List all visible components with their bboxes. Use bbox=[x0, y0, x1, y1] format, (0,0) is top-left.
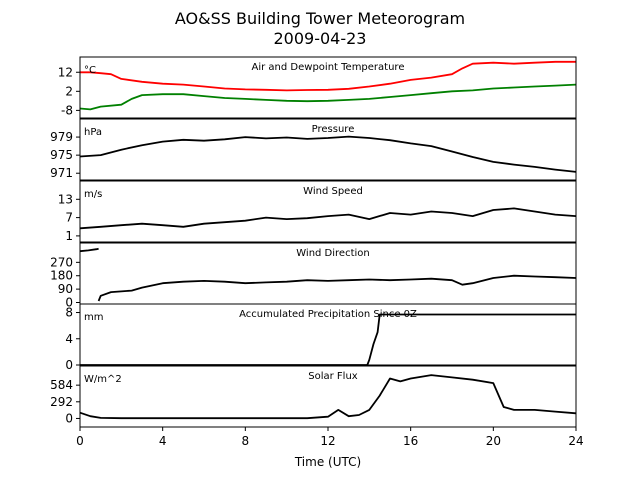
series-line-1-1 bbox=[80, 60, 576, 92]
y-tick-label: 971 bbox=[50, 166, 73, 180]
y-tick-label: 180 bbox=[50, 269, 73, 283]
y-tick-label: 4 bbox=[65, 332, 73, 346]
panel-unit: °C bbox=[84, 65, 96, 76]
panel-title: Air and Dewpoint Temperature bbox=[252, 62, 405, 73]
y-tick-label: 0 bbox=[65, 296, 73, 310]
panel-2: 979 975 971 Pressure hPa bbox=[50, 118, 577, 181]
x-tick-label: 0 bbox=[76, 434, 84, 448]
y-tick-label: 0 bbox=[65, 358, 73, 372]
panel-1: 12 2 -8 Air and Dewpoint Temperature °C bbox=[58, 56, 577, 119]
panel-title: Accumulated Precipitation Since 0Z bbox=[239, 309, 417, 320]
panel-title: Pressure bbox=[312, 124, 355, 135]
y-tick-label: 12 bbox=[58, 65, 73, 79]
y-tick-label: 584 bbox=[50, 378, 73, 392]
y-tick-label: 7 bbox=[65, 211, 73, 225]
y-tick-label: 1 bbox=[65, 229, 73, 243]
x-tick-label: 16 bbox=[403, 434, 418, 448]
x-tick-label: 12 bbox=[320, 434, 335, 448]
panel-title: Wind Direction bbox=[296, 248, 370, 259]
panel-title: Wind Speed bbox=[303, 186, 363, 197]
x-tick-label: 4 bbox=[159, 434, 167, 448]
chart-title: AO&SS Building Tower Meteorogram bbox=[175, 9, 465, 28]
series-line-1-2 bbox=[79, 83, 577, 111]
x-tick-label: 20 bbox=[486, 434, 501, 448]
panel-frame bbox=[79, 180, 577, 243]
panel-unit: m/s bbox=[84, 189, 102, 200]
x-axis-label: Time (UTC) bbox=[294, 455, 361, 469]
panel-3: 13 7 1 Wind Speed m/s bbox=[58, 180, 577, 243]
panel-frame bbox=[79, 303, 577, 366]
panel-unit: W/m^2 bbox=[84, 374, 122, 385]
y-tick-label: 90 bbox=[58, 282, 73, 296]
y-tick-label: 2 bbox=[65, 84, 73, 98]
panel-title: Solar Flux bbox=[308, 371, 358, 382]
y-tick-label: 270 bbox=[50, 255, 73, 269]
series-line-4-2 bbox=[97, 274, 577, 302]
x-tick-label: 8 bbox=[242, 434, 250, 448]
panel-unit: mm bbox=[84, 312, 103, 323]
panel-6: 584 292 0 Solar Flux W/m^2 0 4 8 12 16 20 24 bbox=[50, 365, 584, 448]
panel-unit: hPa bbox=[84, 127, 102, 138]
y-tick-label: 0 bbox=[65, 411, 73, 425]
y-tick-label: 13 bbox=[58, 192, 73, 206]
series-line-4-1 bbox=[79, 247, 99, 253]
series-line-5-1 bbox=[80, 313, 576, 366]
series-line-3-1 bbox=[79, 207, 577, 230]
y-tick-label: 979 bbox=[50, 130, 73, 144]
panel-frame bbox=[79, 56, 577, 119]
panel-frame bbox=[79, 118, 577, 181]
chart-date: 2009-04-23 bbox=[274, 29, 367, 48]
y-tick-label: -8 bbox=[61, 103, 73, 117]
y-tick-label: 292 bbox=[50, 395, 73, 409]
series-line-6-1 bbox=[79, 374, 577, 420]
y-tick-label: 8 bbox=[65, 306, 73, 320]
x-tick-label: 24 bbox=[568, 434, 583, 448]
series-line-2-1 bbox=[79, 135, 577, 173]
y-tick-label: 975 bbox=[50, 148, 73, 162]
panel-5: 8 4 0 Accumulated Precipitation Since 0Z mm bbox=[65, 303, 577, 372]
